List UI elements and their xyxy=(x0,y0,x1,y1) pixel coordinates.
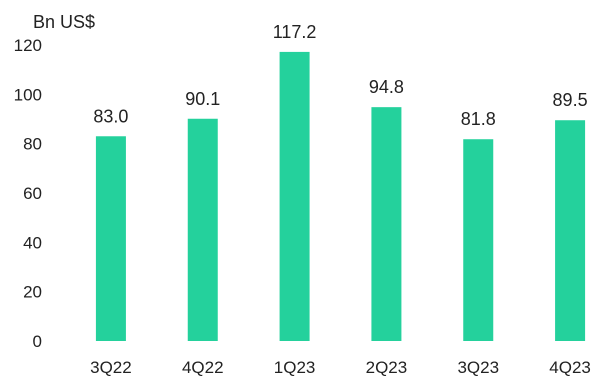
data-label: 81.8 xyxy=(461,109,496,129)
bar-3q22 xyxy=(95,136,126,341)
y-tick-label: 20 xyxy=(23,283,42,302)
data-label: 90.1 xyxy=(185,89,220,109)
data-label: 117.2 xyxy=(273,22,317,42)
x-tick-label: 1Q23 xyxy=(274,358,316,377)
x-tick-label: 2Q23 xyxy=(366,358,408,377)
y-tick-label: 40 xyxy=(23,233,42,252)
data-label: 83.0 xyxy=(93,106,128,126)
bar-1q23 xyxy=(279,51,310,341)
y-axis-ticks: 0 20 40 60 80 100 120 xyxy=(14,36,42,351)
bar-2q23 xyxy=(371,107,402,341)
x-tick-label: 4Q22 xyxy=(182,358,224,377)
x-axis-labels: 3Q22 4Q22 1Q23 2Q23 3Q23 4Q23 xyxy=(90,358,591,377)
bars-group xyxy=(95,51,586,342)
y-tick-label: 80 xyxy=(23,135,42,154)
data-labels-group: 83.0 90.1 117.2 94.8 81.8 89.5 xyxy=(93,22,587,129)
bar-3q23 xyxy=(463,139,494,341)
y-tick-label: 0 xyxy=(33,332,42,351)
x-tick-label: 4Q23 xyxy=(549,358,591,377)
data-label: 94.8 xyxy=(369,77,404,97)
x-tick-label: 3Q22 xyxy=(90,358,132,377)
x-tick-label: 3Q23 xyxy=(457,358,499,377)
y-tick-label: 100 xyxy=(14,85,42,104)
y-axis-unit-label: Bn US$ xyxy=(33,12,95,32)
y-tick-label: 120 xyxy=(14,36,42,55)
y-tick-label: 60 xyxy=(23,184,42,203)
bar-4q22 xyxy=(187,118,218,342)
bar-4q23 xyxy=(555,120,586,341)
data-label: 89.5 xyxy=(553,90,588,110)
